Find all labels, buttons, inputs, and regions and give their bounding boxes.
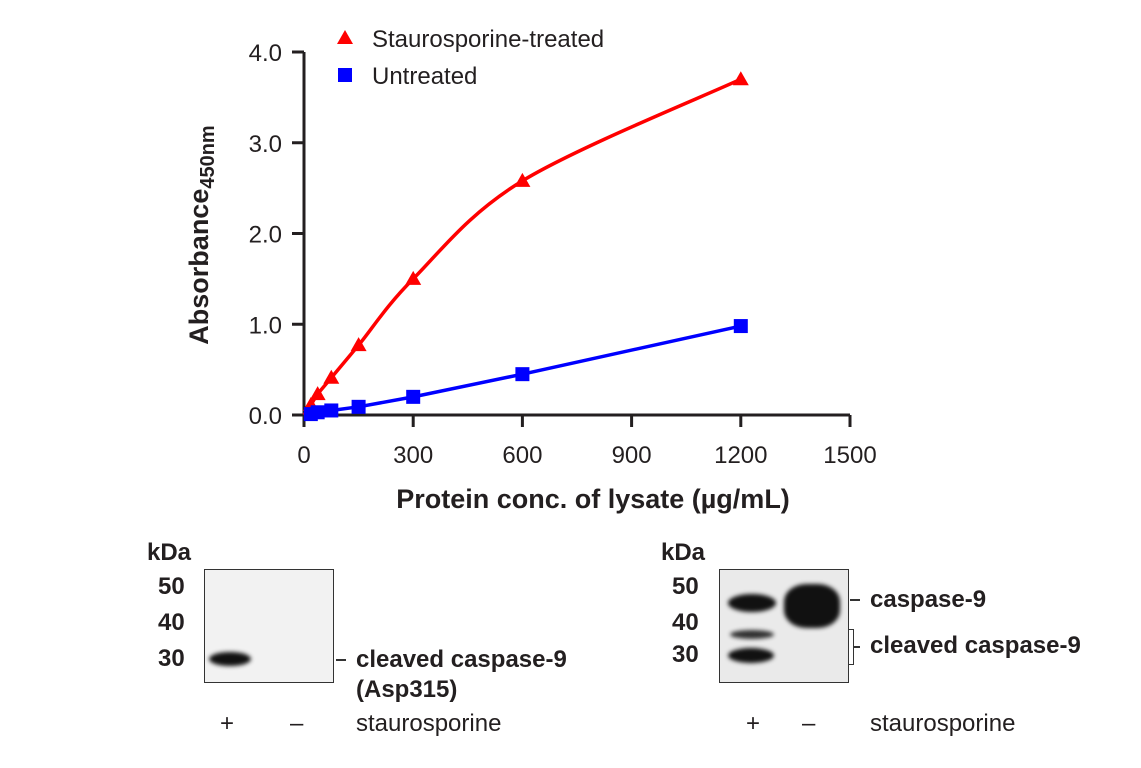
x-tick-label: 0 bbox=[297, 442, 310, 469]
legend-label: Staurosporine-treated bbox=[372, 26, 604, 53]
band-label-cleaved-caspase-9: cleaved caspase-9 bbox=[870, 632, 1081, 659]
treatment-label: staurosporine bbox=[870, 710, 1016, 737]
cleaved-pointer bbox=[854, 646, 860, 648]
data-point bbox=[733, 319, 748, 334]
x-tick-label: 1200 bbox=[714, 442, 767, 469]
y-tick-label: 2.0 bbox=[249, 222, 282, 249]
x-tick-label: 1500 bbox=[823, 442, 876, 469]
mw-marker-40: 40 bbox=[158, 609, 185, 636]
y-tick-label: 1.0 bbox=[249, 312, 282, 339]
mw-marker-50: 50 bbox=[672, 573, 699, 600]
caspase-9-pointer bbox=[850, 599, 860, 601]
y-axis-title: Absorbance450nm bbox=[184, 125, 219, 344]
data-point bbox=[323, 369, 340, 384]
legend: Staurosporine-treated Untreated bbox=[337, 26, 604, 90]
mw-marker-30: 30 bbox=[672, 641, 699, 668]
treatment-label: staurosporine bbox=[356, 710, 502, 737]
band-label-asp315: (Asp315) bbox=[356, 676, 458, 703]
y-tick-label: 4.0 bbox=[249, 40, 282, 67]
blot-membrane bbox=[719, 569, 849, 683]
band-caspase-9 bbox=[728, 594, 776, 612]
band-label-caspase-9: caspase-9 bbox=[870, 586, 987, 613]
data-point bbox=[324, 403, 339, 418]
band-cleaved-caspase-9-lower bbox=[728, 648, 774, 663]
data-point bbox=[350, 337, 367, 352]
series-layer bbox=[302, 71, 749, 422]
band-cleaved-caspase-9 bbox=[209, 652, 251, 666]
x-tick-label: 900 bbox=[612, 442, 652, 469]
legend-label: Untreated bbox=[372, 63, 477, 90]
series-staurosporine-treated bbox=[302, 71, 749, 416]
y-axis-title-subscript: 450nm bbox=[197, 125, 219, 188]
y-axis-title-main: Absorbance bbox=[184, 189, 214, 345]
data-point bbox=[515, 367, 530, 382]
cleaved-bracket bbox=[848, 629, 854, 665]
series-untreated bbox=[303, 319, 748, 422]
x-tick-label: 600 bbox=[502, 442, 542, 469]
data-point bbox=[732, 71, 749, 86]
kda-label: kDa bbox=[147, 539, 192, 566]
mw-marker-50: 50 bbox=[158, 573, 185, 600]
data-point bbox=[309, 386, 326, 401]
data-point bbox=[405, 270, 422, 285]
data-point bbox=[351, 399, 366, 414]
lane-minus: – bbox=[802, 710, 816, 737]
x-tick-label: 300 bbox=[393, 442, 433, 469]
blot-membrane bbox=[204, 569, 334, 683]
absorbance-chart: 0.0 1.0 2.0 3.0 4.0 0 300 600 900 1200 1500 Stauro… bbox=[184, 26, 877, 514]
kda-label: kDa bbox=[661, 539, 706, 566]
mw-marker-40: 40 bbox=[672, 609, 699, 636]
series-line bbox=[302, 77, 742, 416]
lane-plus: + bbox=[220, 710, 235, 737]
legend-marker bbox=[337, 30, 353, 44]
lane-minus: – bbox=[290, 710, 304, 737]
x-axis-title: Protein conc. of lysate (µg/mL) bbox=[396, 484, 790, 514]
mw-marker-30: 30 bbox=[158, 645, 185, 672]
band-label-cleaved-caspase-9: cleaved caspase-9 bbox=[356, 646, 567, 673]
y-tick-label: 0.0 bbox=[249, 403, 282, 430]
lane-plus: + bbox=[746, 710, 761, 737]
band-caspase-9-untreated bbox=[784, 584, 840, 628]
data-point bbox=[310, 405, 325, 420]
y-tick-label: 3.0 bbox=[249, 131, 282, 158]
data-point bbox=[514, 172, 531, 187]
data-point bbox=[406, 389, 421, 404]
legend-marker bbox=[338, 68, 352, 82]
band-pointer bbox=[336, 659, 346, 661]
band-cleaved-caspase-9-upper bbox=[730, 630, 774, 639]
axes: 0.0 1.0 2.0 3.0 4.0 0 300 600 900 1200 1500 bbox=[249, 40, 877, 469]
